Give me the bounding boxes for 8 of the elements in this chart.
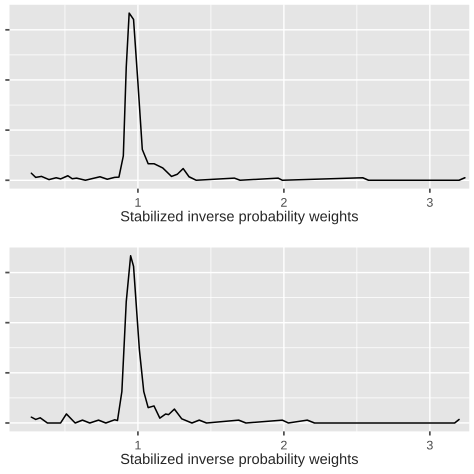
x-axis-title: Stabilized inverse probability weights [120, 210, 358, 224]
x-tick-label: 1 [135, 198, 141, 207]
x-tick-label: 3 [426, 198, 433, 207]
x-tick-label: 2 [281, 198, 287, 207]
x-tick-label: 1 [135, 440, 141, 450]
x-tick-label: 2 [281, 440, 287, 450]
x-axis-title: Stabilized inverse probability weights [120, 453, 358, 468]
x-tick-label: 3 [426, 440, 433, 450]
